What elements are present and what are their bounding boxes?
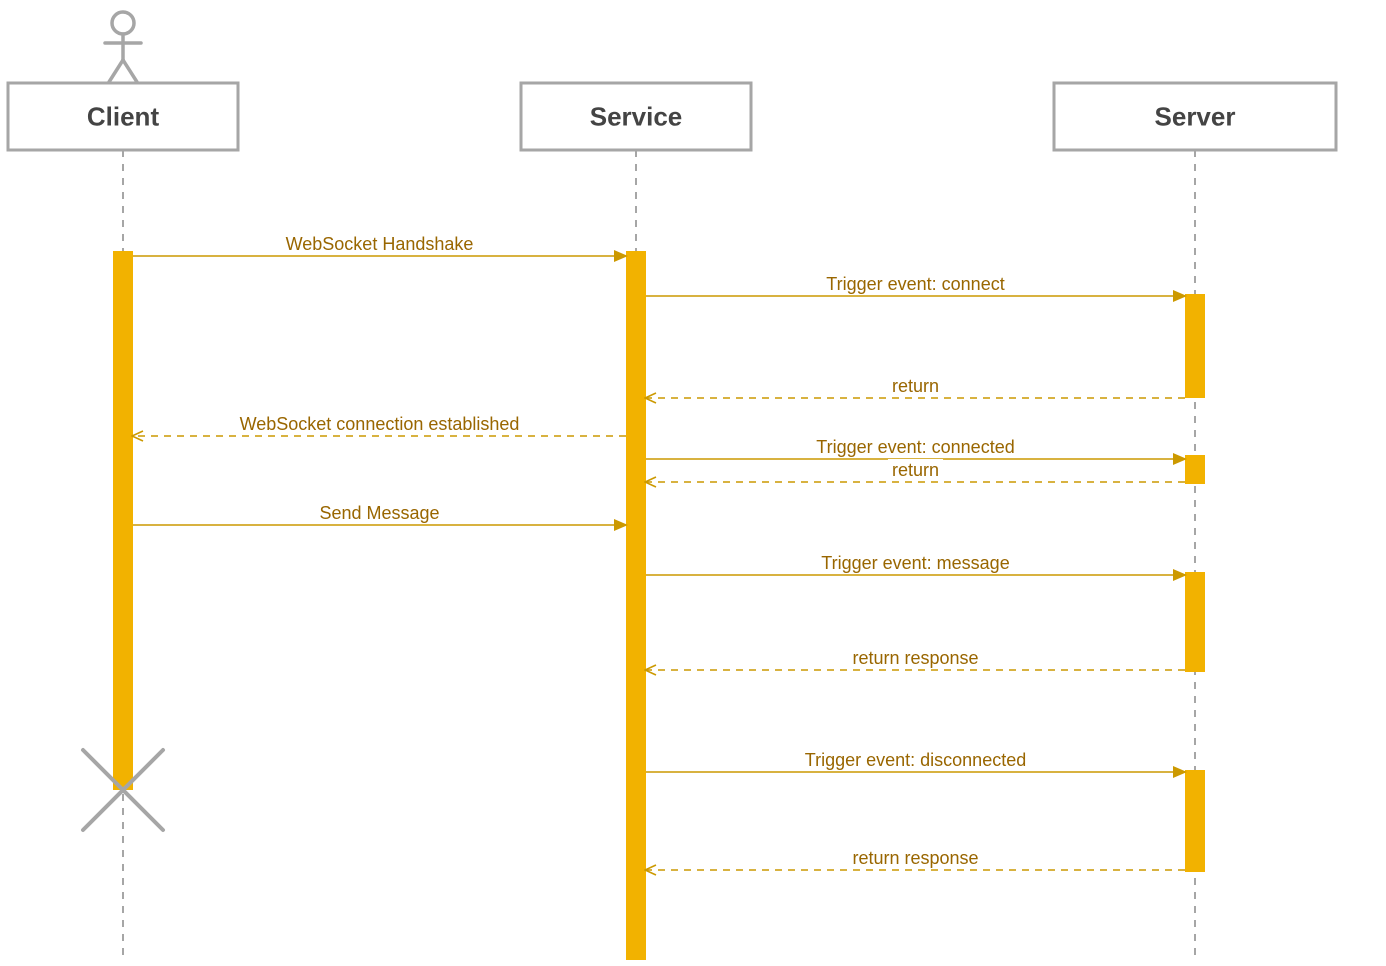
activation-server-4 bbox=[1185, 572, 1205, 672]
message-label-2: return bbox=[892, 376, 939, 396]
message-label-3: WebSocket connection established bbox=[240, 414, 520, 434]
activation-client-0 bbox=[113, 251, 133, 790]
message-label-4: Trigger event: connected bbox=[816, 437, 1014, 457]
message-label-9: Trigger event: disconnected bbox=[805, 750, 1026, 770]
actor-label-client: Client bbox=[87, 102, 160, 132]
activation-server-5 bbox=[1185, 770, 1205, 872]
message-label-0: WebSocket Handshake bbox=[286, 234, 474, 254]
activation-server-2 bbox=[1185, 294, 1205, 398]
activation-server-3 bbox=[1185, 455, 1205, 484]
message-label-6: Send Message bbox=[319, 503, 439, 523]
sequence-diagram: WebSocket Handshake Trigger event: connec… bbox=[0, 0, 1386, 966]
message-label-5: return bbox=[892, 460, 939, 480]
message-label-1: Trigger event: connect bbox=[826, 274, 1004, 294]
activation-service-1 bbox=[626, 251, 646, 960]
message-label-8: return response bbox=[852, 648, 978, 668]
message-label-10: return response bbox=[852, 848, 978, 868]
actor-label-service: Service bbox=[590, 102, 683, 132]
actor-label-server: Server bbox=[1155, 102, 1236, 132]
message-label-7: Trigger event: message bbox=[821, 553, 1009, 573]
